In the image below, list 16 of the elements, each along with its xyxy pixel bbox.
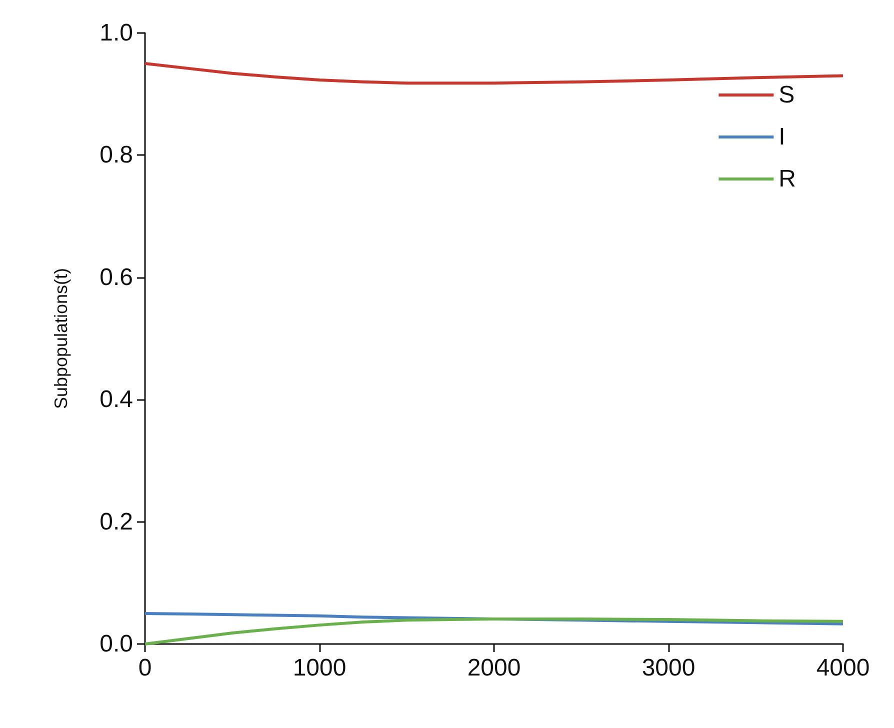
x-tick-label: 3000	[642, 654, 696, 682]
y-tick-label: 0.0	[100, 630, 133, 658]
y-tick-label: 0.2	[100, 508, 133, 536]
y-tick-label: 0.6	[100, 264, 133, 291]
line-series	[144, 62, 844, 85]
y-tick-label: 0.4	[100, 386, 133, 414]
x-tick-label: 0	[138, 654, 152, 682]
y-tick-label: 0.8	[100, 142, 133, 169]
y-axis-title: Subpopulations(t)	[51, 268, 71, 410]
legend-label: R	[778, 166, 796, 192]
x-tick-label: 2000	[467, 654, 521, 682]
x-tick-label: 1000	[292, 654, 346, 682]
legend-label: S	[778, 82, 795, 108]
y-tick-label: 1.0	[100, 20, 133, 46]
legend-label: I	[778, 124, 786, 150]
x-tick-label: 4000	[816, 654, 870, 682]
